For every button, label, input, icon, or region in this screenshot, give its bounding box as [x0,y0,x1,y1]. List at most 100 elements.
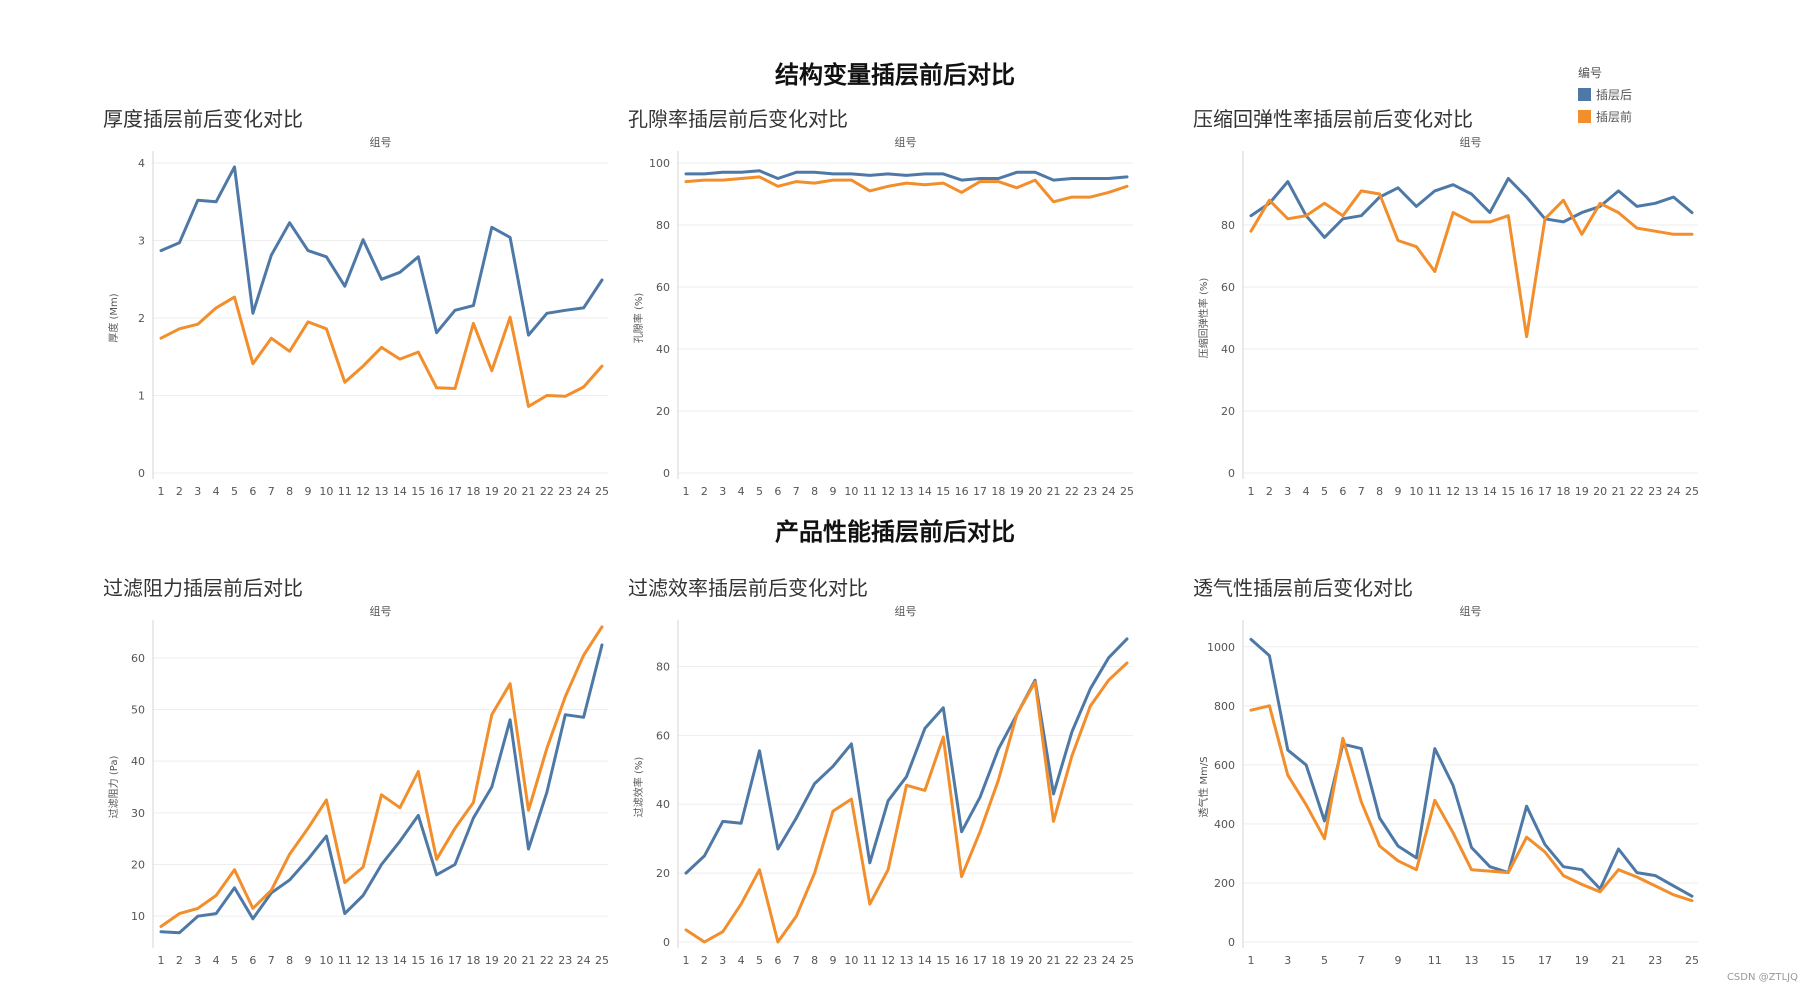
x-tick-label: 25 [595,485,609,498]
x-tick-label: 2 [176,954,183,967]
x-tick-label: 8 [811,485,818,498]
legend-item-before[interactable]: 插层前 [1578,108,1632,125]
x-tick-label: 7 [268,954,275,967]
x-axis-title: 组号 [1460,135,1482,149]
x-tick-label: 21 [522,954,536,967]
x-tick-label: 21 [1612,485,1626,498]
x-tick-label: 23 [1083,485,1097,498]
x-tick-label: 3 [194,485,201,498]
legend-label-before: 插层前 [1596,110,1633,124]
x-tick-label: 17 [973,954,987,967]
y-tick-label: 60 [1221,281,1235,294]
x-tick-label: 11 [1428,485,1442,498]
x-tick-label: 19 [1010,485,1024,498]
x-tick-label: 20 [1593,485,1607,498]
x-tick-label: 24 [1102,954,1116,967]
chart-title-compression: 压缩回弹性率插层前后变化对比 [1193,107,1473,131]
x-tick-label: 14 [393,954,407,967]
x-tick-label: 11 [863,954,877,967]
x-tick-label: 7 [793,954,800,967]
x-tick-label: 19 [1575,954,1589,967]
series-line-after [159,165,604,337]
y-axis-title: 透气性 Mm/S [1197,756,1210,817]
x-tick-label: 5 [231,954,238,967]
x-tick-label: 16 [955,485,969,498]
y-tick-label: 600 [1214,759,1235,772]
x-tick-label: 5 [756,954,763,967]
x-tick-label: 8 [286,485,293,498]
x-tick-label: 11 [338,954,352,967]
x-tick-label: 25 [1120,954,1134,967]
x-tick-label: 5 [231,485,238,498]
x-tick-label: 22 [1065,485,1079,498]
x-tick-label: 20 [1028,954,1042,967]
x-tick-label: 18 [466,954,480,967]
x-tick-label: 17 [1538,954,1552,967]
y-axis-title: 过滤阻力 (Pa) [107,756,120,819]
x-tick-label: 8 [1376,485,1383,498]
chart-resistance: 过滤阻力插层前后对比 10 20 30 40 50 60 1 2 3 4 5 6 7 8 9 10 11 12 13… [103,572,609,972]
x-tick-label: 1 [1248,954,1255,967]
x-tick-label: 25 [1685,954,1699,967]
x-tick-label: 16 [955,954,969,967]
x-tick-label: 18 [466,485,480,498]
x-tick-label: 6 [774,485,781,498]
y-tick-label: 80 [1221,219,1235,232]
x-tick-label: 8 [286,954,293,967]
legend-item-after[interactable]: 插层后 [1578,86,1632,103]
x-tick-label: 19 [485,485,499,498]
x-tick-label: 15 [1501,485,1515,498]
y-tick-label: 3 [138,235,145,248]
x-tick-label: 9 [830,485,837,498]
x-tick-label: 24 [577,954,591,967]
section-title-performance: 产品性能插层前后对比 [775,518,1015,546]
x-tick-label: 23 [558,485,572,498]
y-tick-label: 20 [1221,405,1235,418]
x-tick-label: 9 [1395,954,1402,967]
y-tick-label: 40 [1221,343,1235,356]
y-tick-label: 60 [131,652,145,665]
y-tick-label: 50 [131,704,145,717]
x-tick-label: 15 [411,485,425,498]
x-tick-label: 25 [1685,485,1699,498]
x-tick-label: 14 [918,954,932,967]
y-tick-label: 20 [656,405,670,418]
x-tick-label: 9 [830,954,837,967]
x-tick-label: 10 [844,485,858,498]
x-tick-label: 24 [577,485,591,498]
x-axis-title: 组号 [1460,604,1482,618]
series-line-before [1249,189,1694,339]
y-tick-label: 0 [663,936,670,949]
x-tick-label: 3 [1284,485,1291,498]
series-line-before [159,625,604,928]
x-tick-label: 2 [176,485,183,498]
y-tick-label: 10 [131,910,145,923]
x-tick-label: 1 [683,485,690,498]
x-tick-label: 16 [430,954,444,967]
chart-thickness: 厚度插层前后变化对比 0 1 2 3 4 1 2 3 4 5 6 7 8 9 10 11 12 13 14 15 16 1… [103,103,609,503]
x-tick-label: 3 [194,954,201,967]
series-line-before [684,661,1129,944]
y-tick-label: 400 [1214,818,1235,831]
x-tick-label: 15 [1501,954,1515,967]
x-axis-title: 组号 [370,135,392,149]
chart-title-permeability: 透气性插层前后变化对比 [1193,576,1413,600]
x-tick-label: 10 [319,954,333,967]
x-tick-label: 23 [1648,485,1662,498]
y-tick-label: 0 [138,467,145,480]
legend-title: 编号 [1578,66,1603,80]
x-tick-label: 12 [881,954,895,967]
y-tick-label: 200 [1214,877,1235,890]
series-line-after [684,169,1129,182]
x-tick-label: 1 [1248,485,1255,498]
series-line-before [684,175,1129,204]
x-tick-label: 23 [1648,954,1662,967]
x-tick-label: 6 [249,954,256,967]
x-tick-label: 20 [503,485,517,498]
x-tick-label: 12 [356,485,370,498]
x-tick-label: 16 [430,485,444,498]
y-tick-label: 0 [663,467,670,480]
x-tick-label: 9 [1395,485,1402,498]
